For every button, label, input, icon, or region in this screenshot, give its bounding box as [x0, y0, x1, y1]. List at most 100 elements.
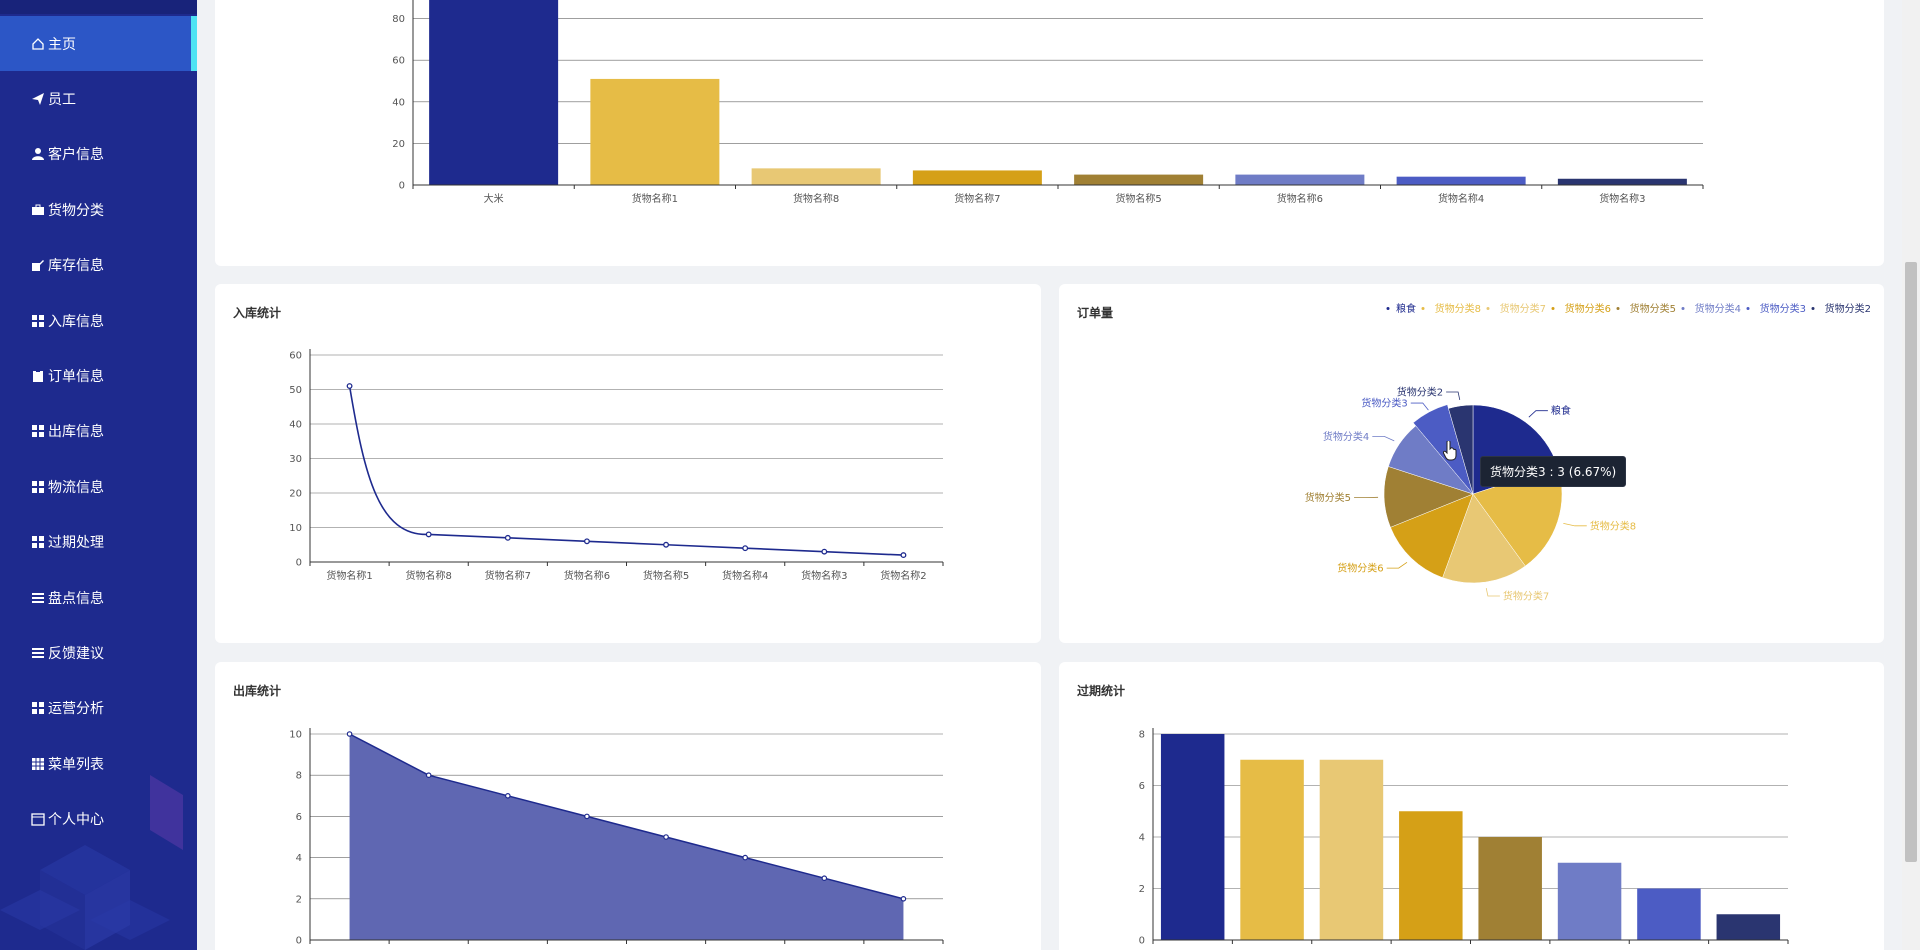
bar [1716, 914, 1781, 940]
sidebar-item-12[interactable]: 运营分析 [0, 681, 197, 736]
line-point [346, 731, 353, 737]
sidebar-decoration [0, 775, 183, 950]
line-point [505, 793, 511, 799]
x-tick-label: 货物名称5 [1115, 192, 1161, 205]
line-point [821, 875, 828, 882]
sidebar-item-1[interactable]: 员工 [0, 71, 197, 126]
sidebar-item-13[interactable]: 菜单列表 [0, 736, 197, 791]
calendar-icon [30, 811, 46, 827]
sidebar-item-label: 库存信息 [48, 258, 104, 275]
x-tick-label: 货物名称4 [722, 569, 768, 582]
pie-slice [1412, 404, 1474, 495]
area-fill [349, 734, 904, 940]
y-tick-label: 40 [392, 97, 405, 108]
user-icon [30, 146, 46, 162]
label-leader [1485, 587, 1500, 597]
x-tick-label: 货物名称8 [406, 569, 452, 582]
line-point [583, 538, 590, 545]
bar [1319, 759, 1384, 940]
x-tick-label: 货物名称3 [801, 569, 847, 582]
sidebar-item-11[interactable]: 反馈建议 [0, 625, 197, 680]
expired-title: 过期统计 [1077, 684, 1126, 698]
bar [429, 0, 559, 185]
sidebar-item-label: 过期处理 [48, 535, 104, 552]
bar [1399, 811, 1463, 940]
line-point [900, 552, 907, 559]
slice-label: 粮食 [1551, 404, 1571, 417]
label-leader [1372, 436, 1395, 442]
page-scrollbar[interactable] [1902, 0, 1920, 950]
label-leader [1446, 391, 1461, 401]
legend-label: 货物分类7 [1500, 302, 1546, 315]
sidebar-item-9[interactable]: 过期处理 [0, 515, 197, 570]
expired-bar-chart: 0 2 4 6 8 [1139, 728, 1789, 947]
x-tick-label: 货物名称7 [485, 569, 531, 582]
bar [912, 170, 1042, 185]
grid-icon [30, 313, 46, 329]
sidebar-item-label: 订单信息 [48, 369, 104, 386]
sidebar-item-10[interactable]: 盘点信息 [0, 570, 197, 625]
legend-marker [1421, 307, 1425, 310]
bar [1478, 837, 1542, 940]
y-tick-label: 0 [296, 558, 302, 569]
y-tick-label: 50 [289, 385, 302, 396]
x-tick-label: 货物名称3 [1599, 192, 1645, 205]
inbound-card: 入库统计 0 10 20 30 40 50 60 货物名称1 货物名称8 货物名称7 货物名称6 货物… [215, 284, 1041, 643]
legend-marker [1486, 307, 1490, 310]
legend-marker [1616, 307, 1620, 310]
sidebar-item-5[interactable]: 入库信息 [0, 293, 197, 348]
legend-marker [1746, 307, 1750, 310]
legend-label: 货物分类4 [1695, 302, 1741, 315]
slice-label: 货物分类5 [1305, 491, 1351, 504]
edit-icon [30, 257, 46, 273]
sidebar-item-label: 客户信息 [48, 147, 104, 164]
bar [751, 168, 881, 185]
inbound-line-chart: 0 10 20 30 40 50 60 货物名称1 货物名称8 货物名称7 货物名称6 货物名称5 货物… [289, 349, 944, 582]
sidebar-item-2[interactable]: 客户信息 [0, 127, 197, 182]
line-point [742, 545, 749, 552]
legend-label: 粮食 [1396, 302, 1416, 315]
y-tick-label: 20 [289, 489, 302, 500]
sidebar-item-8[interactable]: 物流信息 [0, 459, 197, 514]
x-tick-label: 大米 [484, 192, 504, 205]
sidebar-item-7[interactable]: 出库信息 [0, 404, 197, 459]
slice-label: 货物分类6 [1337, 562, 1383, 575]
top-bar-chart: 0 20 40 60 80 大米 货物名称1 货物名称8 货物名称7 货物名称5 货物名称6 货物名称… [392, 0, 1704, 205]
scrollbar-thumb[interactable] [1905, 262, 1917, 862]
sidebar-item-3[interactable]: 货物分类 [0, 182, 197, 237]
line-point [584, 813, 590, 820]
briefcase-icon [30, 202, 46, 218]
y-tick-label: 0 [1139, 936, 1145, 947]
legend-marker [1386, 307, 1390, 310]
sidebar-item-0[interactable]: 主页 [0, 16, 197, 72]
label-leader [1386, 562, 1408, 569]
outbound-title: 出库统计 [233, 684, 282, 698]
sidebar-top-strip [0, 0, 197, 14]
table-icon [30, 756, 46, 772]
sidebar-item-6[interactable]: 订单信息 [0, 348, 197, 403]
y-tick-label: 10 [289, 730, 302, 741]
series-line [348, 385, 904, 556]
sidebar-item-4[interactable]: 库存信息 [0, 238, 197, 293]
y-tick-label: 4 [296, 853, 302, 864]
y-tick-label: 6 [1139, 781, 1145, 792]
outbound-card: 出库统计 0 2 4 6 8 10 [215, 662, 1041, 950]
label-leader [1563, 522, 1587, 527]
line-point [900, 896, 907, 902]
bar [1637, 888, 1701, 940]
line-point [425, 531, 432, 538]
line-point [821, 548, 828, 555]
legend-marker [1811, 307, 1815, 310]
bar [1160, 734, 1225, 940]
x-tick-label: 货物名称6 [1277, 192, 1323, 205]
x-tick-label: 货物名称5 [643, 569, 689, 582]
legend-label: 货物分类5 [1630, 302, 1676, 315]
y-tick-label: 80 [392, 14, 405, 25]
list-icon [30, 645, 46, 661]
y-tick-label: 60 [289, 351, 302, 362]
y-tick-label: 10 [289, 523, 302, 534]
pie-slice [1390, 493, 1474, 578]
legend-label: 货物分类3 [1760, 302, 1806, 315]
sidebar-item-14[interactable]: 个人中心 [0, 791, 197, 846]
bar [1557, 178, 1687, 185]
